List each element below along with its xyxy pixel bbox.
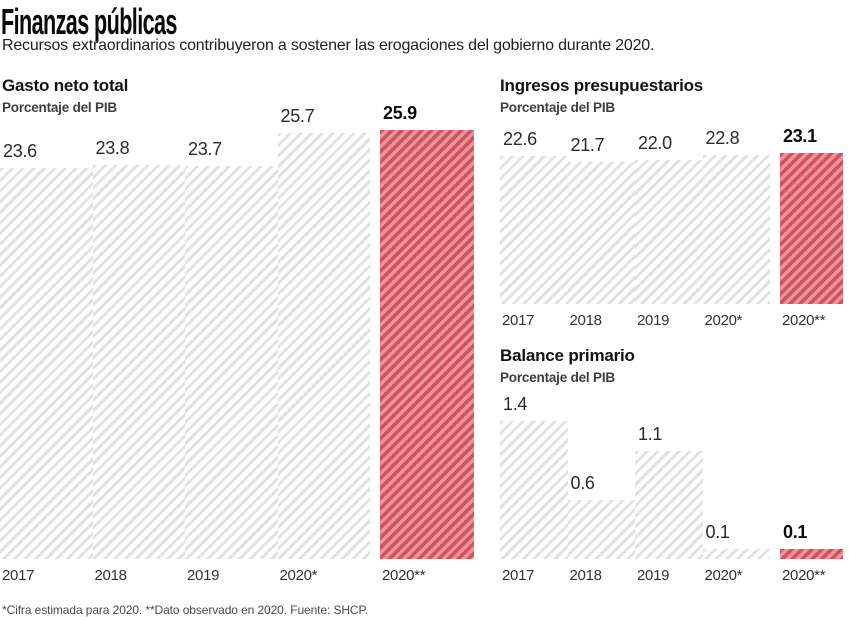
value-label-balance-2018: 0.6 xyxy=(570,473,595,493)
bar-balance-2019 xyxy=(635,451,703,559)
year-label-gasto-2019: 2019 xyxy=(187,567,220,584)
year-label-balance-2020*: 2020* xyxy=(704,567,743,584)
chart-title-gasto: Gasto neto total xyxy=(2,76,129,95)
bar-gasto-2020* xyxy=(277,133,370,559)
source-footnote: *Cifra estimada para 2020. **Dato observ… xyxy=(2,603,369,617)
value-label-ingresos-2017: 22.6 xyxy=(503,129,537,149)
bar-ingresos-2020** xyxy=(780,153,843,304)
chart-title-ingresos: Ingresos presupuestarios xyxy=(500,76,704,95)
bar-gasto-2017 xyxy=(0,168,93,559)
year-label-ingresos-2017: 2017 xyxy=(502,312,535,329)
value-label-ingresos-2020**: 23.1 xyxy=(783,126,817,146)
chart-header-ingresos: Ingresos presupuestarios Porcentaje del … xyxy=(500,76,703,115)
chart-ylabel-ingresos: Porcentaje del PIB xyxy=(500,100,615,115)
bar-gasto-2018 xyxy=(92,165,185,559)
value-label-balance-2020*: 0.1 xyxy=(705,522,730,542)
bar-balance-2020** xyxy=(780,549,843,559)
year-label-balance-2018: 2018 xyxy=(569,567,602,584)
page-title: Finanzas públicas xyxy=(1,1,294,43)
year-label-ingresos-2019: 2019 xyxy=(637,312,670,329)
bar-ingresos-2019 xyxy=(635,160,703,304)
value-label-balance-2020**: 0.1 xyxy=(783,522,808,542)
year-label-gasto-2018: 2018 xyxy=(94,567,127,584)
year-label-gasto-2020*: 2020* xyxy=(279,567,318,584)
year-label-balance-2020**: 2020** xyxy=(782,567,826,584)
year-label-gasto-2017: 2017 xyxy=(2,567,35,584)
bar-balance-2020* xyxy=(702,549,770,559)
year-label-balance-2019: 2019 xyxy=(637,567,670,584)
bar-balance-2017 xyxy=(500,421,568,559)
value-label-gasto-2017: 23.6 xyxy=(3,141,37,161)
year-label-balance-2017: 2017 xyxy=(502,567,535,584)
value-label-balance-2017: 1.4 xyxy=(503,394,528,414)
value-label-ingresos-2018: 21.7 xyxy=(570,135,605,155)
bar-gasto-2019 xyxy=(185,166,278,559)
value-label-gasto-2020*: 25.7 xyxy=(280,106,315,126)
bar-gasto-2020** xyxy=(380,130,474,559)
year-label-ingresos-2020**: 2020** xyxy=(782,312,826,329)
chart-ylabel-balance: Porcentaje del PIB xyxy=(500,370,615,385)
chart-ylabel-gasto: Porcentaje del PIB xyxy=(2,100,117,115)
year-label-ingresos-2018: 2018 xyxy=(569,312,602,329)
year-label-ingresos-2020*: 2020* xyxy=(704,312,743,329)
bar-balance-2018 xyxy=(567,500,635,559)
value-label-gasto-2020**: 25.9 xyxy=(383,103,417,123)
value-label-ingresos-2020*: 22.8 xyxy=(705,128,740,148)
bar-ingresos-2018 xyxy=(567,162,635,304)
value-label-gasto-2019: 23.7 xyxy=(188,139,222,159)
page-subtitle: Recursos extraordinarios contribuyeron a… xyxy=(2,37,655,54)
year-label-gasto-2020**: 2020** xyxy=(382,567,426,584)
bar-ingresos-2020* xyxy=(702,155,770,304)
chart-header-gasto: Gasto neto total Porcentaje del PIB xyxy=(2,76,128,115)
page-title-text: Finanzas públicas xyxy=(1,1,177,42)
chart-header-balance: Balance primario Porcentaje del PIB xyxy=(500,346,635,385)
value-label-balance-2019: 1.1 xyxy=(638,424,663,444)
value-label-gasto-2018: 23.8 xyxy=(95,138,130,158)
bar-ingresos-2017 xyxy=(500,156,568,304)
value-label-ingresos-2019: 22.0 xyxy=(638,133,672,153)
chart-title-balance: Balance primario xyxy=(500,346,635,365)
